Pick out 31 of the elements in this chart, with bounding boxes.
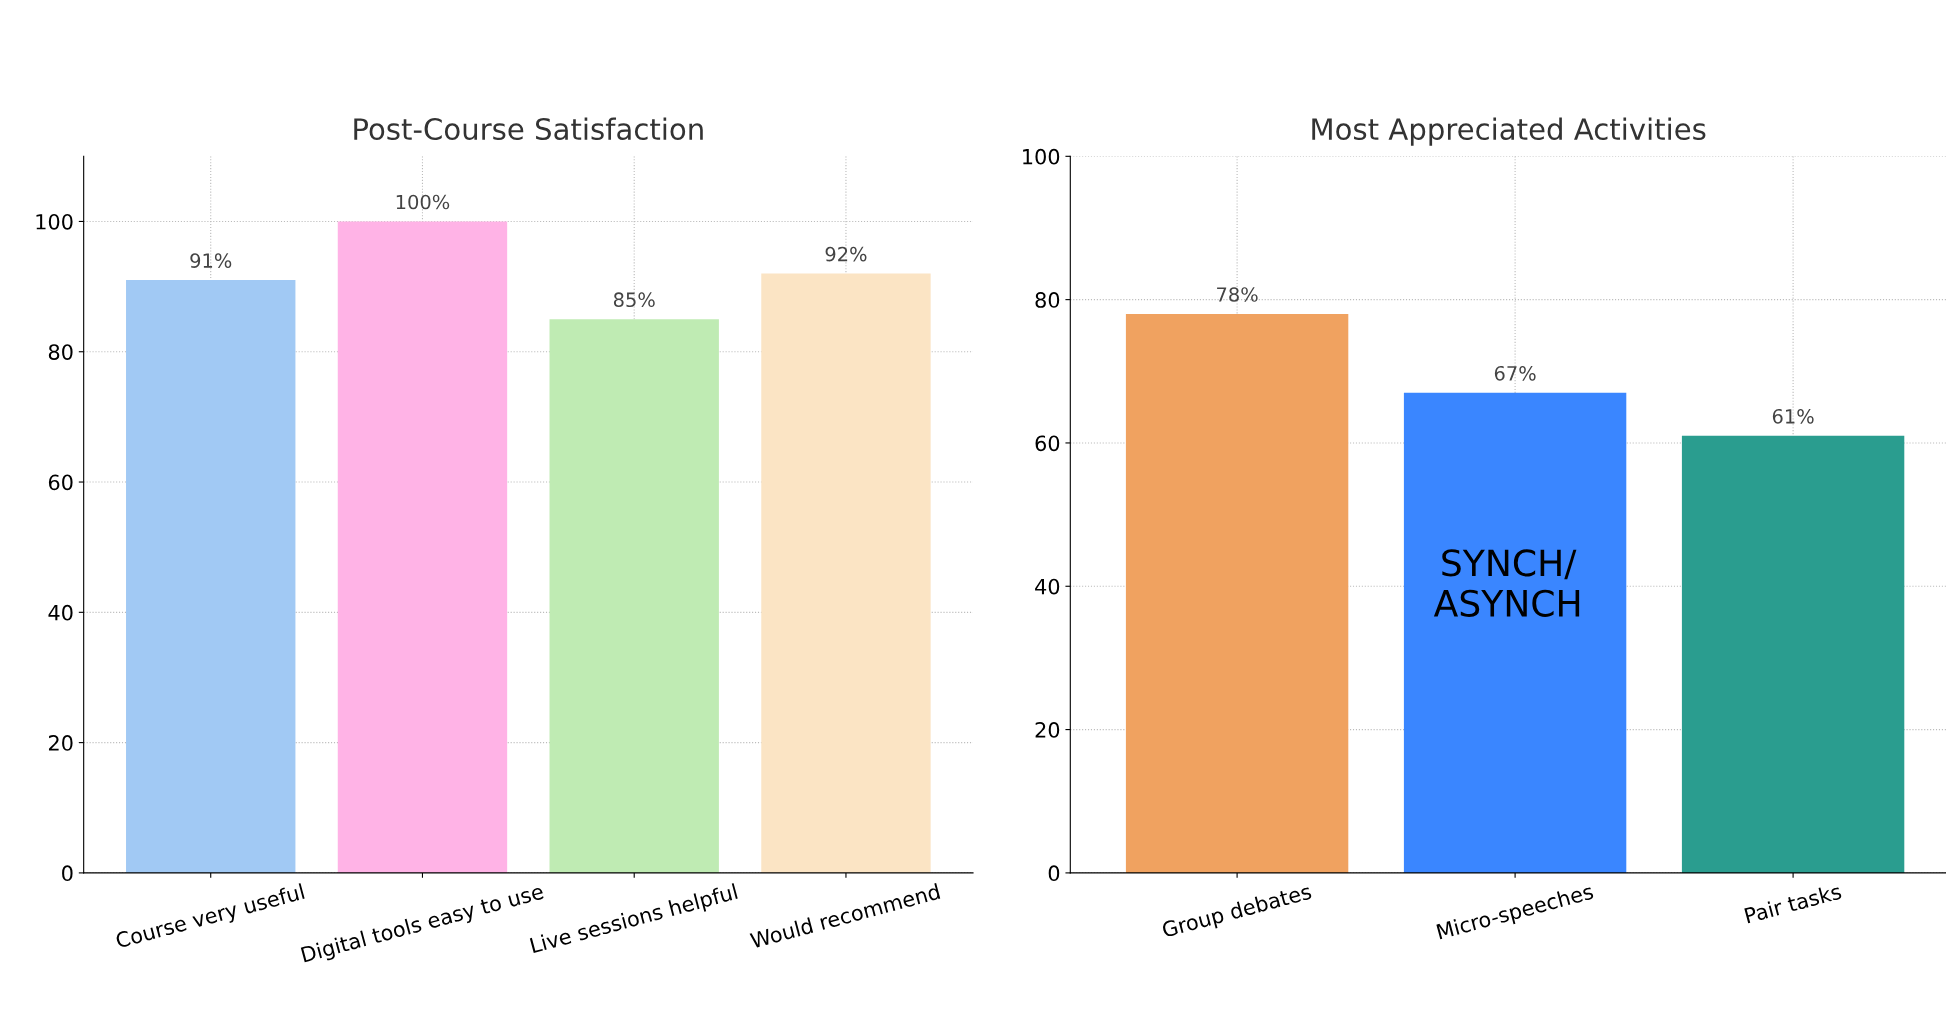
bar [1681, 435, 1905, 873]
data-label: 100% [396, 194, 450, 210]
y-tick-label: 100 [36, 213, 73, 230]
bar [1403, 392, 1627, 873]
y-tick-label: 0 [1048, 865, 1060, 882]
y-tick-label: 100 [1023, 148, 1060, 165]
data-label: 61% [1772, 408, 1814, 424]
y-tick-label: 80 [1035, 292, 1060, 308]
bar [337, 221, 508, 873]
bar [1125, 313, 1349, 873]
y-tick-label: 40 [1035, 578, 1060, 595]
annotation: SYNCH/ ASYNCH [1433, 549, 1580, 617]
y-tick-label: 60 [48, 474, 73, 491]
data-label: 92% [825, 246, 867, 262]
y-tick-label: 60 [1035, 435, 1060, 452]
data-label: 78% [1217, 287, 1258, 302]
y-tick-label: 0 [62, 865, 73, 882]
data-label: 91% [190, 253, 232, 268]
y-tick-label: 20 [48, 735, 73, 751]
x-tick-label: Group debates [1161, 882, 1314, 942]
bar [126, 280, 296, 873]
chart-title: Post-Course Satisfaction [354, 117, 703, 141]
bar [761, 273, 931, 873]
y-tick-label: 20 [1035, 722, 1060, 738]
bar [549, 319, 719, 873]
x-tick-label: Pair tasks [1744, 882, 1843, 924]
y-tick-label: 80 [48, 344, 73, 360]
data-label: 85% [613, 292, 655, 308]
y-tick-label: 40 [48, 604, 73, 621]
data-label: 67% [1494, 365, 1536, 381]
chart-title: Most Appreciated Activities [1312, 117, 1706, 146]
